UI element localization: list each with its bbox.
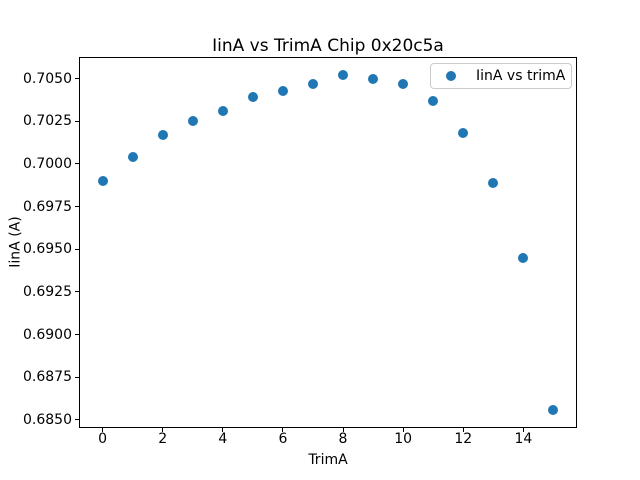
y-tick: [75, 419, 79, 421]
data-point: [127, 152, 138, 163]
x-tick: [222, 428, 224, 432]
y-tick-label: 0.6900: [23, 326, 72, 343]
data-point: [277, 85, 288, 96]
data-point: [338, 70, 349, 81]
y-tick: [75, 334, 79, 336]
data-point: [307, 78, 318, 89]
y-tick-label: 0.6850: [23, 411, 72, 428]
y-tick-label: 0.6875: [23, 369, 72, 386]
x-tick-label: 4: [218, 431, 228, 447]
data-point: [428, 95, 439, 106]
x-tick: [522, 428, 524, 432]
x-tick-label: 10: [394, 431, 413, 447]
data-point: [518, 252, 529, 263]
legend: IinA vs trimA: [430, 63, 572, 89]
x-axis-label: TrimA: [308, 452, 348, 468]
y-tick: [75, 120, 79, 122]
data-point: [247, 92, 258, 103]
x-tick: [462, 428, 464, 432]
chart-title: IinA vs TrimA Chip 0x20c5a: [212, 36, 444, 56]
data-point: [187, 116, 198, 127]
legend-marker-icon: [446, 71, 456, 81]
x-tick: [402, 428, 404, 432]
data-point: [488, 177, 499, 188]
x-tick: [102, 428, 104, 432]
x-tick: [282, 428, 284, 432]
data-point: [97, 176, 108, 186]
y-tick: [75, 163, 79, 165]
x-tick: [162, 428, 164, 432]
y-tick-label: 0.6950: [23, 241, 72, 258]
x-tick: [342, 428, 344, 432]
x-tick-label: 2: [158, 431, 168, 447]
x-tick-label: 8: [338, 431, 348, 447]
data-point: [157, 129, 168, 140]
x-tick-label: 14: [514, 431, 533, 447]
x-tick-label: 0: [98, 431, 107, 447]
data-point: [398, 78, 409, 89]
y-tick: [75, 206, 79, 208]
x-tick-label: 12: [454, 431, 473, 447]
x-tick-label: 6: [278, 431, 288, 447]
plot-area: [79, 57, 577, 428]
data-point: [217, 106, 228, 117]
data-point: [458, 128, 469, 139]
y-tick: [75, 376, 79, 378]
data-point: [548, 404, 559, 415]
y-tick: [75, 291, 79, 293]
y-tick: [75, 248, 79, 250]
y-tick-label: 0.7050: [23, 70, 72, 87]
legend-label: IinA vs trimA: [476, 68, 566, 84]
data-point: [368, 73, 379, 84]
y-tick-label: 0.7000: [23, 155, 72, 172]
y-tick: [75, 78, 79, 80]
y-tick-label: 0.6925: [23, 283, 72, 300]
y-tick-label: 0.6975: [23, 198, 72, 215]
y-tick-label: 0.7025: [23, 113, 72, 130]
